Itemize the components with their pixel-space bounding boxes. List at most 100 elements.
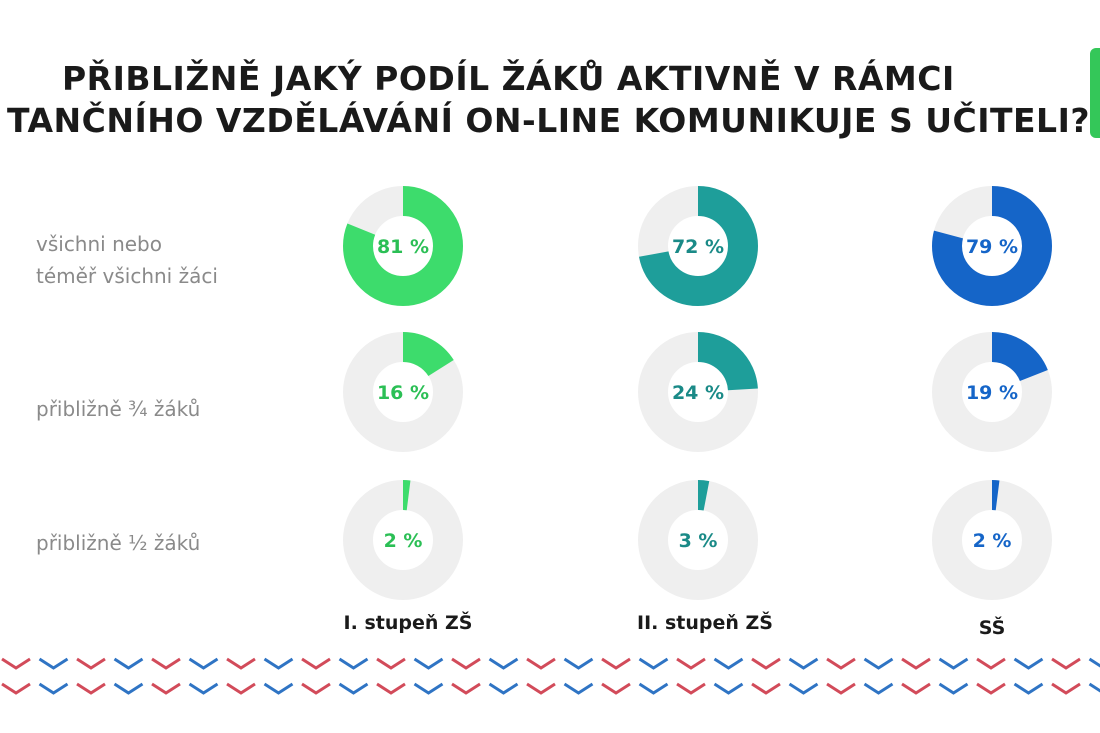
chevron-icon xyxy=(413,682,444,695)
donut-value-arc xyxy=(932,332,1052,452)
chevron-icon xyxy=(451,657,481,670)
chevron-icon xyxy=(863,657,894,670)
chevron-icon xyxy=(451,682,481,695)
chevron-icon xyxy=(638,682,669,695)
chevron-icon xyxy=(376,682,406,695)
chevron-icon xyxy=(901,657,931,670)
chevron-icon xyxy=(938,657,969,670)
chevron-icon xyxy=(113,682,144,695)
chevron-icon xyxy=(1051,657,1081,670)
chevron-icon xyxy=(188,682,219,695)
chevron-icon xyxy=(151,682,181,695)
chevron-icon xyxy=(976,682,1006,695)
donut-value-label: 79 % xyxy=(966,236,1018,258)
chevron-icon xyxy=(938,682,969,695)
donut-value-label: 3 % xyxy=(679,530,718,552)
chevron-icon xyxy=(38,657,69,670)
donut-3-3: 2 % xyxy=(932,480,1052,600)
chevron-row-bottom xyxy=(1,682,1100,695)
donut-2-2: 24 % xyxy=(638,332,758,452)
chevron-icon xyxy=(638,657,669,670)
donut-value-arc xyxy=(343,186,463,306)
chevron-icon xyxy=(338,682,369,695)
chevron-icon xyxy=(488,657,519,670)
chevron-icon xyxy=(488,682,519,695)
chevron-icon xyxy=(338,657,369,670)
chevron-icon xyxy=(863,682,894,695)
chevron-icon xyxy=(788,682,819,695)
chevron-icon xyxy=(826,657,856,670)
chart-title-line-1: PŘIBLIŽNĚ JAKÝ PODÍL ŽÁKŮ AKTIVNĚ V RÁMC… xyxy=(62,59,955,98)
column-label-zs1: I. stupeň ZŠ xyxy=(343,612,473,634)
chevron-icon xyxy=(113,657,144,670)
chevron-icon xyxy=(1,682,31,695)
chevron-icon xyxy=(76,682,106,695)
donut-value-arc xyxy=(343,480,463,600)
row-label-half: přibližně ½ žáků xyxy=(36,527,200,559)
row-label-all-line-1: všichni nebo xyxy=(36,232,162,256)
chevron-icon xyxy=(1,657,31,670)
donut-1-2: 16 % xyxy=(343,332,463,452)
chevron-icon xyxy=(188,657,219,670)
decorative-chevron-border xyxy=(1,657,1100,695)
chevron-row-top xyxy=(1,657,1100,670)
donut-1-3: 2 % xyxy=(343,480,463,600)
chevron-icon xyxy=(901,682,931,695)
chevron-icon xyxy=(601,657,631,670)
chevron-icon xyxy=(526,682,556,695)
chevron-icon xyxy=(1013,682,1044,695)
chevron-icon xyxy=(713,682,744,695)
chevron-icon xyxy=(38,682,69,695)
column-label-ss: SŠ xyxy=(978,617,1006,639)
chevron-icon xyxy=(301,682,331,695)
chevron-icon xyxy=(376,657,406,670)
chevron-icon xyxy=(226,682,256,695)
donut-value-label: 2 % xyxy=(973,530,1012,552)
chevron-icon xyxy=(1013,657,1044,670)
donut-value-arc xyxy=(638,186,758,306)
chevron-icon xyxy=(1051,682,1081,695)
chevron-icon xyxy=(826,682,856,695)
chevron-icon xyxy=(226,657,256,670)
donut-value-arc xyxy=(343,332,463,452)
chevron-icon xyxy=(563,657,594,670)
row-label-all: všichni nebo téměř všichni žáci xyxy=(36,228,218,292)
donut-value-label: 81 % xyxy=(377,236,429,258)
donut-3-2: 19 % xyxy=(932,332,1052,452)
chevron-icon xyxy=(526,657,556,670)
donut-value-label: 16 % xyxy=(377,382,429,404)
chevron-icon xyxy=(1088,682,1100,693)
chevron-icon xyxy=(263,657,294,670)
donut-2-1: 72 % xyxy=(638,186,758,306)
donut-value-label: 72 % xyxy=(672,236,724,258)
column-label-zs2: II. stupeň ZŠ xyxy=(637,612,773,634)
row-label-three-quarters-line-1: přibližně ¾ žáků xyxy=(36,397,201,421)
chevron-icon xyxy=(751,682,781,695)
corner-tab xyxy=(1090,48,1100,138)
donut-value-label: 19 % xyxy=(966,382,1018,404)
row-label-half-line-1: přibližně ½ žáků xyxy=(36,531,201,555)
chevron-icon xyxy=(788,657,819,670)
chevron-icon xyxy=(713,657,744,670)
donut-value-label: 2 % xyxy=(384,530,423,552)
chevron-icon xyxy=(1088,657,1100,668)
chevron-icon xyxy=(151,657,181,670)
chart-title-line-2: TANČNÍHO VZDĚLÁVÁNÍ ON-LINE KOMUNIKUJE S… xyxy=(7,101,1090,140)
chevron-icon xyxy=(76,657,106,670)
row-label-three-quarters: přibližně ¾ žáků xyxy=(36,393,200,425)
chevron-icon xyxy=(563,682,594,695)
chevron-icon xyxy=(676,682,706,695)
chevron-icon xyxy=(301,657,331,670)
donut-2-3: 3 % xyxy=(638,480,758,600)
chevron-icon xyxy=(601,682,631,695)
chevron-icon xyxy=(676,657,706,670)
donut-3-1: 79 % xyxy=(932,186,1052,306)
donut-chart-grid: 81 % 16 % 2 % 72 % 24 % 3 % 79 % 19 % 2 % xyxy=(343,186,1052,600)
chevron-icon xyxy=(976,657,1006,670)
chevron-icon xyxy=(263,682,294,695)
donut-1-1: 81 % xyxy=(343,186,463,306)
donut-value-arc xyxy=(638,332,758,452)
chevron-icon xyxy=(751,657,781,670)
chevron-icon xyxy=(413,657,444,670)
row-label-all-line-2: téměř všichni žáci xyxy=(36,264,218,288)
